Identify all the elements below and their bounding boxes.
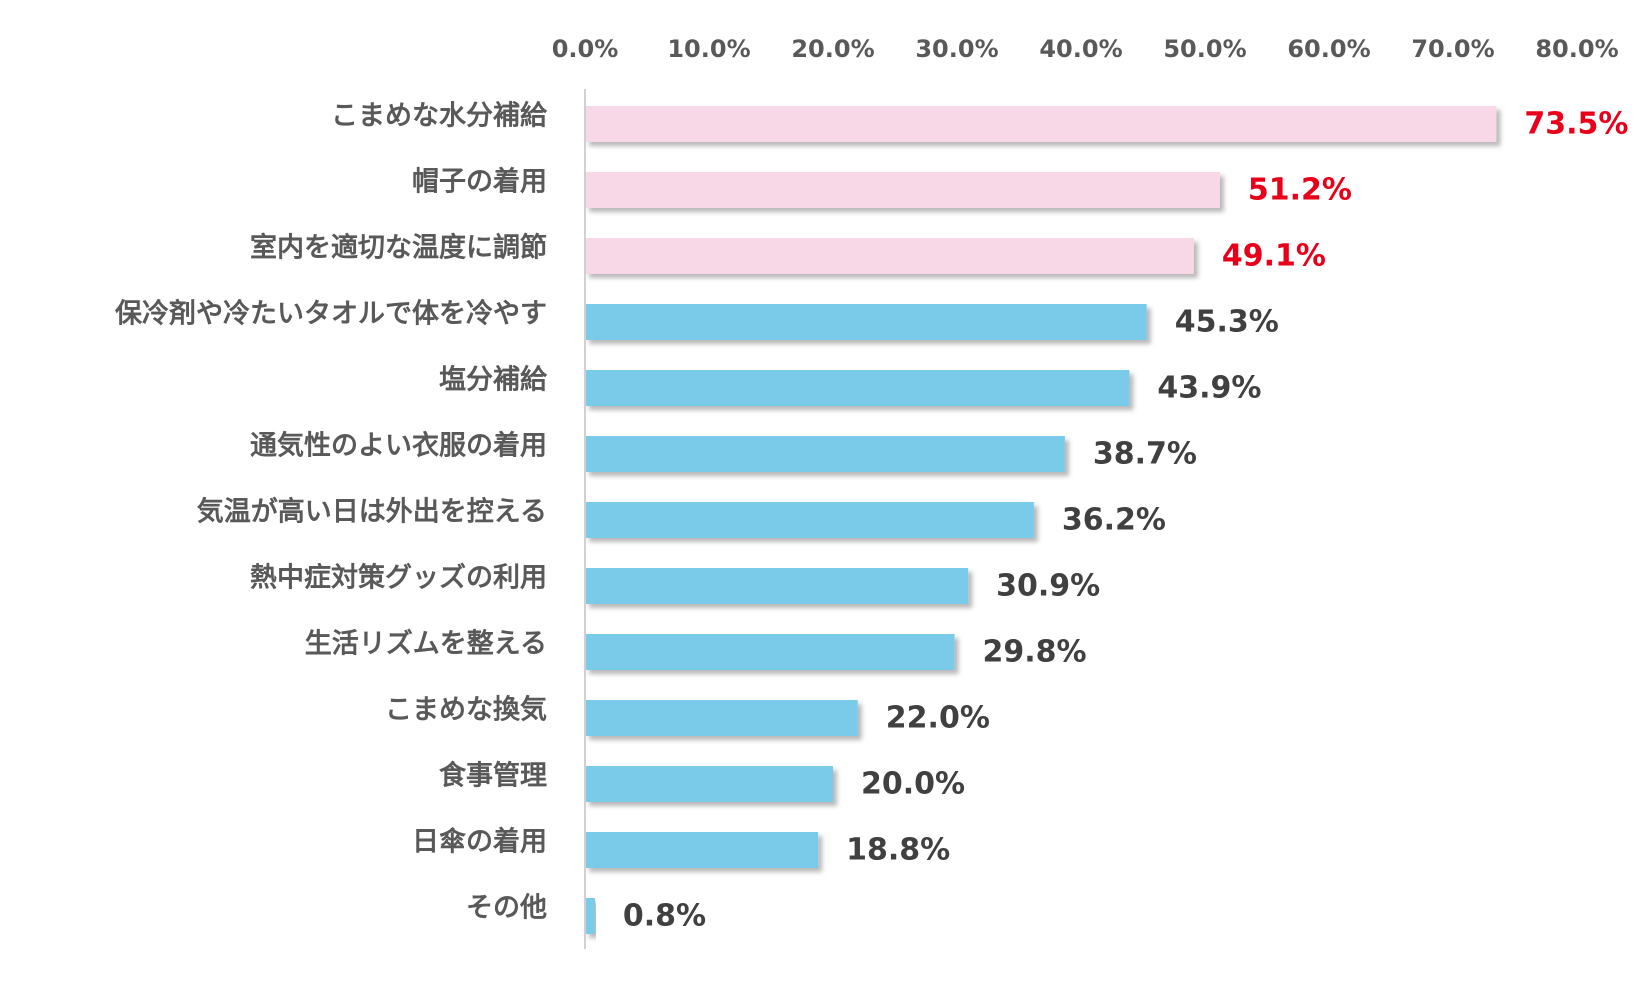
- category-label: 通気性のよい衣服の着用: [250, 430, 547, 462]
- value-label: 29.8%: [983, 635, 1087, 670]
- value-label: 0.8%: [623, 899, 706, 934]
- bar: [585, 766, 833, 802]
- category-label: その他: [466, 893, 547, 924]
- category-label: こまめな水分補給: [331, 100, 548, 132]
- value-label: 73.5%: [1524, 107, 1628, 142]
- bar: [585, 304, 1147, 340]
- x-axis-ticks: 0.0% 10.0% 20.0% 30.0% 40.0% 50.0% 60.0% 70.0% 8…: [552, 35, 1619, 63]
- value-labels: 73.5% 51.2% 49.1% 45.3% 43.9% 38.7% 36.2% 30.9%…: [623, 107, 1629, 934]
- bars: [585, 106, 1497, 934]
- x-tick-label: 50.0%: [1163, 35, 1246, 63]
- value-label: 18.8%: [846, 833, 950, 868]
- value-label: 49.1%: [1222, 239, 1326, 274]
- x-tick-label: 20.0%: [791, 35, 874, 63]
- x-tick-label: 40.0%: [1039, 35, 1122, 63]
- value-label: 51.2%: [1248, 173, 1352, 208]
- bar: [585, 832, 819, 868]
- bar: [585, 370, 1130, 406]
- value-label: 45.3%: [1175, 305, 1279, 340]
- category-labels: こまめな水分補給帽子の着用室内を適切な温度に調節保冷剤や冷たいタオルで体を冷やす…: [114, 100, 548, 924]
- category-label: 日傘の着用: [412, 826, 547, 858]
- value-label: 38.7%: [1093, 437, 1197, 472]
- bar: [585, 634, 955, 670]
- category-label: 生活リズムを整える: [305, 628, 547, 660]
- bar: [585, 502, 1034, 538]
- bar: [585, 700, 858, 736]
- x-tick-label: 0.0%: [552, 35, 619, 63]
- x-tick-label: 80.0%: [1535, 35, 1618, 63]
- x-tick-label: 30.0%: [915, 35, 998, 63]
- value-label: 36.2%: [1062, 503, 1166, 538]
- bar: [585, 898, 595, 934]
- value-label: 43.9%: [1157, 371, 1261, 406]
- category-label: 気温が高い日は外出を控える: [197, 496, 547, 528]
- bar: [585, 106, 1497, 142]
- value-label: 22.0%: [886, 701, 990, 736]
- bar: [585, 238, 1194, 274]
- x-tick-label: 70.0%: [1411, 35, 1494, 63]
- category-label: こまめな換気: [385, 694, 547, 726]
- category-label: 保冷剤や冷たいタオルで体を冷やす: [114, 298, 547, 330]
- category-label: 熱中症対策グッズの利用: [250, 562, 547, 594]
- bar: [585, 568, 969, 604]
- x-tick-label: 10.0%: [667, 35, 750, 63]
- category-label: 食事管理: [439, 760, 547, 792]
- bar: [585, 436, 1065, 472]
- x-tick-label: 60.0%: [1287, 35, 1370, 63]
- category-label: 室内を適切な温度に調節: [250, 232, 547, 264]
- value-label: 30.9%: [996, 569, 1100, 604]
- category-label: 帽子の着用: [412, 166, 547, 198]
- category-label: 塩分補給: [439, 364, 548, 396]
- bar: [585, 172, 1220, 208]
- value-label: 20.0%: [861, 767, 965, 802]
